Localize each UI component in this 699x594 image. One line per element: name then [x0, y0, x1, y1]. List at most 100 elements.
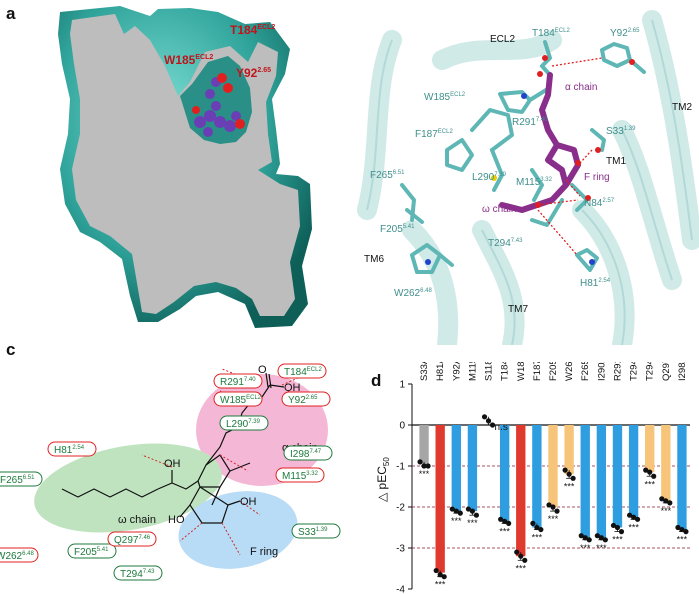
bar-Y92A: [451, 425, 461, 512]
residue-box-M115: M1153.32: [275, 467, 325, 483]
data-point: [433, 567, 439, 574]
panel-c-diagram: O OH OH HO OH α chain ω chain F ring R29…: [0, 363, 341, 581]
data-point: [457, 510, 463, 516]
data-point: [582, 535, 588, 541]
residue-box-R291: R2917.40: [213, 373, 263, 389]
svg-text:OH: OH: [240, 496, 257, 508]
category-label: R291A: [612, 362, 623, 381]
bar-T184A: [499, 425, 510, 522]
data-point: [538, 526, 544, 533]
data-point: [651, 473, 657, 479]
data-point: [534, 524, 540, 531]
significance-label: ***: [661, 506, 672, 516]
data-point: [610, 522, 617, 529]
label-Y92: Y922.65: [236, 66, 271, 80]
significance-label: ***: [548, 514, 559, 524]
data-point: [630, 514, 637, 520]
residue-box-Q297: Q2977.46: [107, 531, 157, 547]
data-point: [659, 496, 665, 502]
bar-R291A: [612, 425, 623, 528]
residue-box-S33: S331.39: [291, 523, 341, 539]
residue-box-T184: T184ECL2: [277, 363, 327, 379]
y-tick-label: -4: [396, 585, 405, 594]
svg-text:F2055.41: F2055.41: [380, 224, 415, 235]
data-point: [634, 516, 641, 522]
significance-label: ***: [532, 533, 543, 543]
category-label: F187A: [532, 362, 543, 381]
svg-text:H812.54: H812.54: [54, 445, 85, 456]
ligand-labels: α chain F ring ω chain: [482, 82, 610, 215]
data-point: [522, 557, 528, 563]
data-point: [425, 463, 431, 469]
residue-box-L290: L2907.39: [219, 415, 269, 431]
residue-box-H81: H812.54: [47, 441, 97, 457]
svg-text:O: O: [258, 364, 267, 376]
y-tick-label: -1: [396, 462, 405, 473]
svg-text:W2626.48: W2626.48: [0, 551, 34, 562]
bar-Q297A: [661, 425, 671, 501]
y-tick-label: -3: [396, 544, 405, 555]
significance-label: ***: [435, 580, 446, 590]
svg-text:TM6: TM6: [364, 254, 384, 265]
residue-box-W185: W185ECL2: [213, 391, 263, 407]
data-point: [643, 467, 649, 473]
data-point: [598, 535, 604, 541]
data-point: [469, 508, 476, 514]
data-point: [683, 529, 689, 535]
data-point: [614, 524, 621, 531]
data-point: [465, 506, 472, 512]
svg-text:ω chain: ω chain: [482, 204, 517, 215]
svg-text:T2947.43: T2947.43: [488, 238, 523, 249]
residue-boxes: R2917.40 T184ECL2 W185ECL2 Y922.65 L2907.39 H…: [0, 363, 341, 581]
bar-F187A: [532, 425, 542, 528]
significance-label: ***: [644, 479, 655, 489]
svg-text:TM7: TM7: [508, 304, 528, 315]
data-point: [498, 516, 504, 522]
data-point: [502, 518, 508, 524]
data-point: [570, 475, 576, 481]
svg-text:H812.54: H812.54: [580, 278, 611, 289]
significance-label: ***: [451, 516, 462, 526]
data-point: [679, 526, 685, 533]
data-point: [647, 469, 653, 475]
svg-text:Y922.65: Y922.65: [610, 28, 640, 39]
significance-label: ***: [499, 526, 510, 536]
data-point: [675, 524, 681, 531]
data-point: [546, 502, 552, 508]
data-point: [530, 520, 536, 526]
label-T184: T184ECL2: [230, 23, 275, 37]
svg-text:M1153.32: M1153.32: [516, 177, 553, 188]
category-label: S118A: [484, 362, 495, 381]
svg-text:OH: OH: [284, 382, 301, 394]
data-point: [449, 506, 455, 512]
data-point: [618, 529, 625, 535]
svg-text:L2907.39: L2907.39: [472, 172, 507, 183]
y-tick-label: -2: [396, 503, 405, 514]
svg-text:S331.39: S331.39: [606, 126, 636, 137]
significance-label: ***: [516, 563, 527, 573]
bar-I290A: [596, 425, 607, 538]
residue-box-I298: I2987.47: [283, 445, 333, 461]
data-point: [594, 533, 600, 539]
y-axis-label: △ pEC50: [375, 457, 391, 502]
panel-letter-a: a: [6, 4, 16, 23]
data-point: [626, 512, 633, 518]
data-point: [489, 422, 496, 428]
significance-label: ***: [467, 518, 478, 528]
svg-text:R2917.40: R2917.40: [512, 117, 548, 128]
data-point: [417, 459, 423, 465]
panel-letter-d: d: [371, 371, 382, 390]
data-point: [453, 508, 459, 514]
category-label: T294S: [645, 362, 656, 381]
label-W185: W185ECL2: [164, 53, 213, 67]
data-point: [586, 537, 592, 543]
svg-text:Q2977.46: Q2977.46: [114, 535, 151, 546]
residue-box-F265: F2656.51: [0, 471, 43, 487]
bar-I298A: [677, 425, 687, 530]
ligand-spheres: [192, 73, 245, 137]
svg-text:F187ECL2: F187ECL2: [415, 129, 453, 140]
category-label: T184A: [500, 362, 511, 381]
svg-text:F2656.51: F2656.51: [0, 475, 35, 486]
category-label: S33A: [419, 362, 430, 381]
svg-text:T184ECL2: T184ECL2: [532, 28, 570, 39]
